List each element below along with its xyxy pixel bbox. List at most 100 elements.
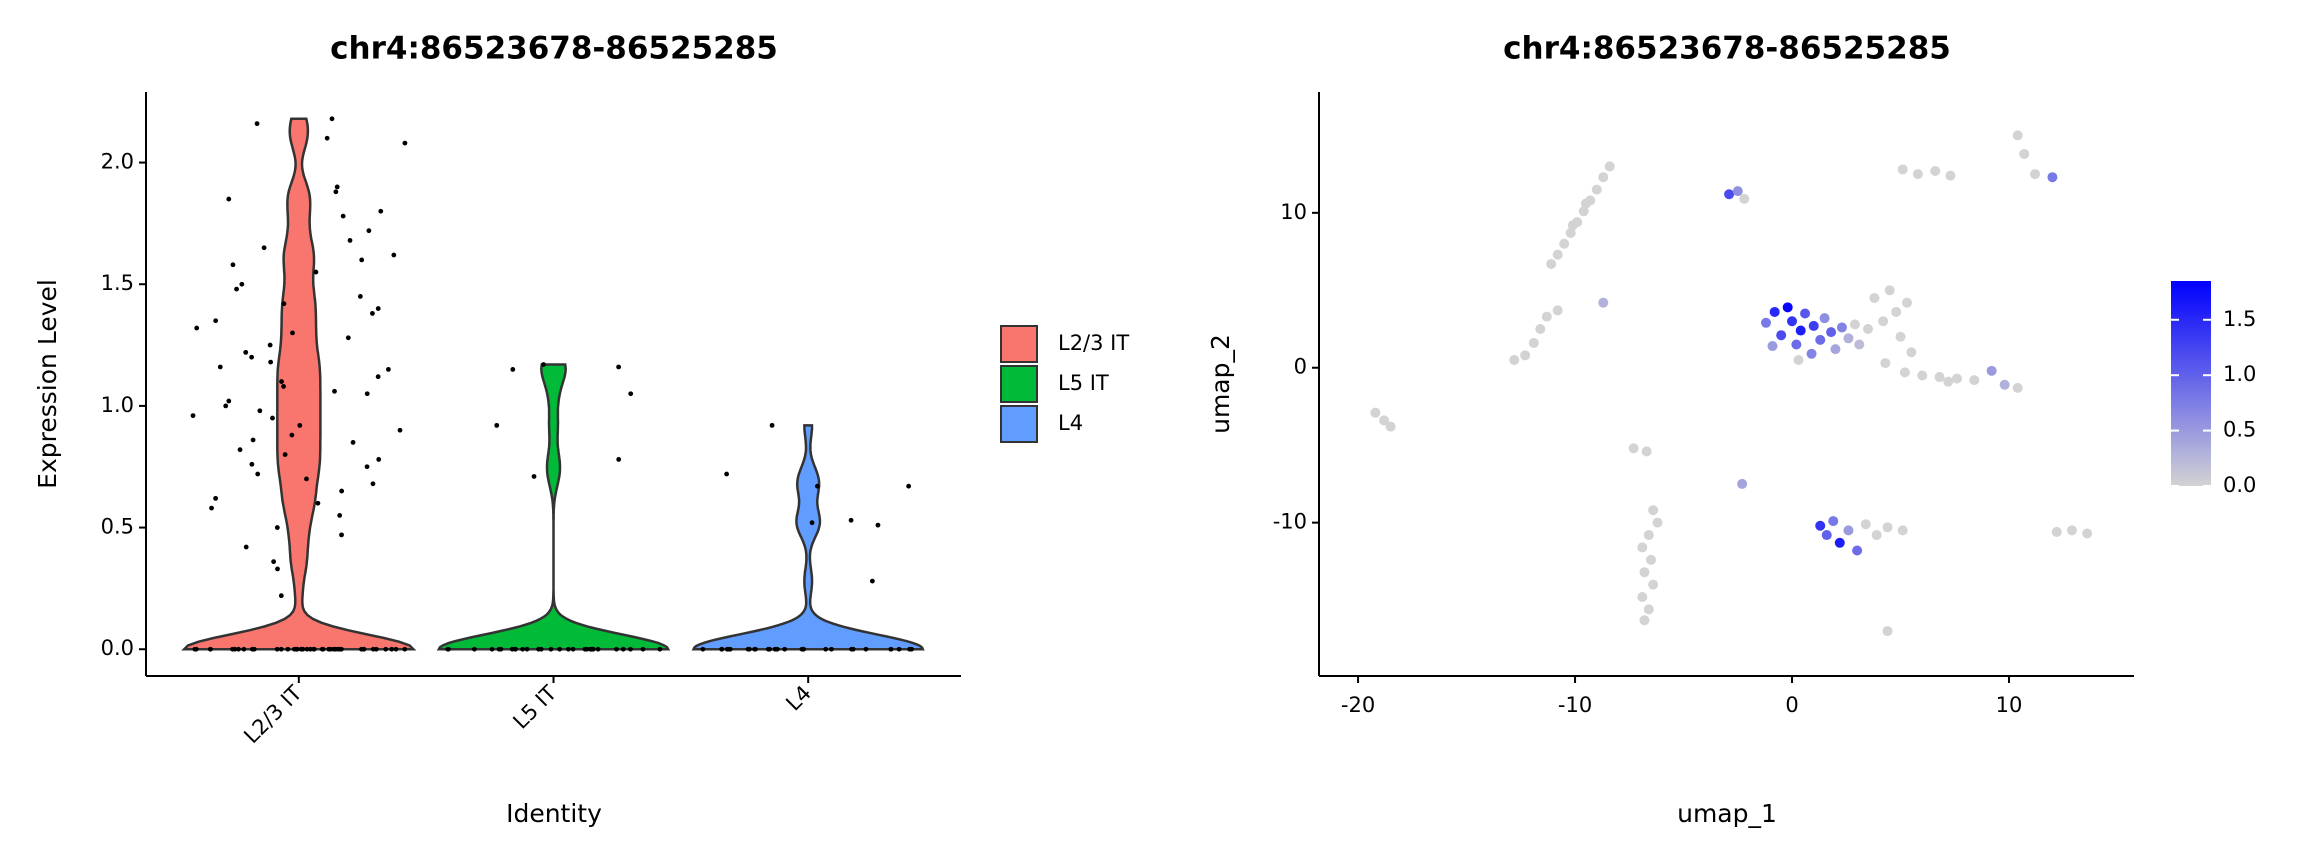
point [223,403,229,409]
point [1580,198,1591,209]
point [285,646,291,652]
point [524,646,530,652]
point [823,646,829,652]
colorbar [2171,281,2211,486]
point [383,646,389,652]
x-tick-label: L5 IT [508,681,561,734]
point [1648,579,1659,590]
point [282,452,288,457]
y-tick-label: 1.0 [101,393,134,417]
point [329,116,335,122]
point [640,646,646,652]
point [869,578,875,584]
legend-label: L4 [1058,411,1083,435]
point [237,447,243,453]
point [1652,517,1663,528]
point [300,646,306,652]
point [1826,327,1837,338]
point [391,252,397,258]
legend-key [1000,365,1038,403]
point [1882,626,1893,637]
point [328,646,334,652]
point [2012,382,2023,393]
point [281,301,287,307]
point [313,269,319,275]
point [1520,350,1531,361]
point [1379,415,1390,426]
violin [436,363,671,651]
point [226,196,232,202]
point [1930,166,1941,177]
point [1370,407,1381,418]
colorbar-label: 0.0 [2223,473,2256,497]
point [628,646,633,652]
point [1999,379,2010,390]
point [719,646,725,652]
point [1800,308,1811,319]
point [1902,297,1913,308]
point [512,646,518,652]
x-axis-label: Identity [506,799,602,828]
point [230,262,236,268]
y-tick-label: 0.0 [101,636,134,660]
point [290,330,295,336]
point [1645,554,1656,565]
point [234,286,239,292]
point [2051,526,2062,537]
y-axis-label: Expression Level [33,279,62,489]
point [2030,169,2041,180]
point [213,495,219,501]
point [1943,376,1954,387]
point [274,525,280,530]
point [1843,525,1854,536]
y-tick-label: 0.5 [101,515,134,539]
point [1819,313,1830,324]
point [1871,530,1882,541]
point [1860,519,1871,530]
point [208,646,213,652]
point [614,646,619,652]
point [397,427,403,433]
point [496,646,502,652]
point [510,367,516,372]
point [557,646,562,652]
point [725,646,731,652]
chart-title: chr4:86523678-86525285 [330,31,778,67]
point [339,488,345,494]
point [1897,164,1908,175]
point [1643,530,1654,541]
point [1878,316,1889,327]
point [268,359,274,365]
point [250,437,256,443]
x-axis-label: umap_1 [1677,799,1777,828]
point [281,384,286,389]
point [657,646,663,652]
point [271,559,277,565]
point [1934,372,1945,383]
point [1793,354,1804,365]
point [230,646,235,652]
point [370,481,376,487]
point [332,388,337,394]
y-tick-label: 10 [1280,200,1307,224]
point [294,646,300,652]
point [774,646,780,652]
point [370,311,375,316]
point [289,432,295,438]
point [1815,520,1826,531]
point [769,422,775,428]
point [815,483,820,489]
point [340,213,346,219]
point [192,646,198,652]
point [1769,306,1780,317]
point [334,184,340,190]
point [337,646,343,652]
point [255,471,261,477]
point [1843,333,1854,344]
legend-label: L2/3 IT [1058,331,1129,355]
point [829,646,834,652]
point [402,140,408,146]
point [278,646,284,652]
y-tick-label: 2.0 [101,150,134,174]
point [1891,306,1902,317]
